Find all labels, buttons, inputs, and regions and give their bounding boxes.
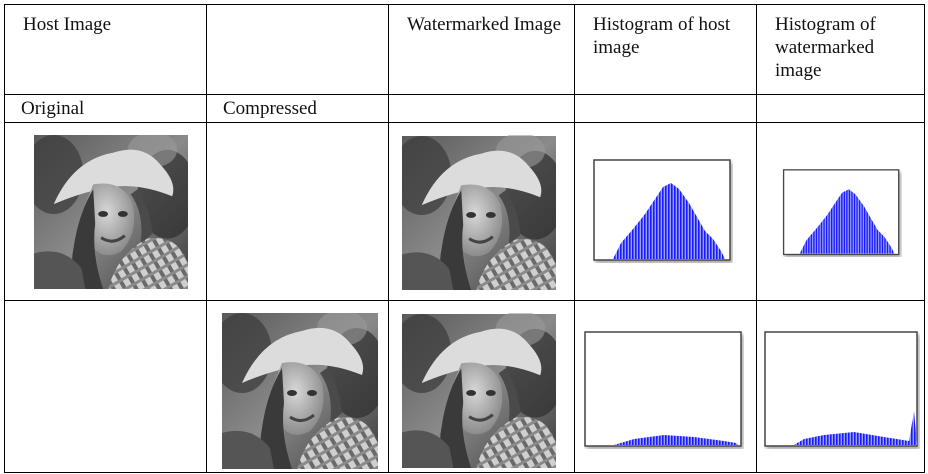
cell <box>757 301 925 473</box>
cell <box>207 5 389 95</box>
cell <box>5 301 207 473</box>
header-text: Histogram of host image <box>575 5 756 59</box>
cell <box>757 123 925 301</box>
header-row: Host Image Watermarked Image Histogram o… <box>5 5 925 95</box>
cell <box>575 123 757 301</box>
watermarked-histogram-compressed <box>764 331 924 453</box>
cell: Histogram of host image <box>575 5 757 95</box>
page: {"table": { "header": ["Host Image", "Wa… <box>0 0 928 474</box>
cell: Compressed <box>207 95 389 123</box>
watermarked-histogram <box>782 169 908 261</box>
cell: Original <box>5 95 207 123</box>
cell <box>389 95 575 123</box>
cell <box>575 301 757 473</box>
cell <box>389 301 575 473</box>
cell: Watermarked Image <box>389 5 575 95</box>
body: Host Image Watermarked Image Histogram o… <box>0 0 928 474</box>
results-table: Host Image Watermarked Image Histogram o… <box>4 4 925 473</box>
cell: Histogram of watermarked image <box>757 5 925 95</box>
compressed-row <box>5 301 925 473</box>
cell <box>575 95 757 123</box>
subheader-row: Original Compressed <box>5 95 925 123</box>
host-histogram <box>593 159 739 267</box>
cell: Host Image <box>5 5 207 95</box>
watermarked-compressed-image <box>402 313 556 469</box>
image-row <box>5 123 925 301</box>
watermarked-image <box>402 135 556 291</box>
cell <box>207 123 389 301</box>
subheader-text: Compressed <box>207 95 388 120</box>
cell <box>389 123 575 301</box>
header-text: Watermarked Image <box>389 5 574 36</box>
cell <box>207 301 389 473</box>
host-histogram-compressed <box>584 331 748 453</box>
compressed-image <box>222 313 378 469</box>
subheader-text: Original <box>5 95 206 120</box>
cell <box>757 95 925 123</box>
host-image <box>34 135 188 289</box>
header-text: Host Image <box>5 5 206 36</box>
header-text: Histogram of watermarked image <box>757 5 924 82</box>
cell <box>5 123 207 301</box>
